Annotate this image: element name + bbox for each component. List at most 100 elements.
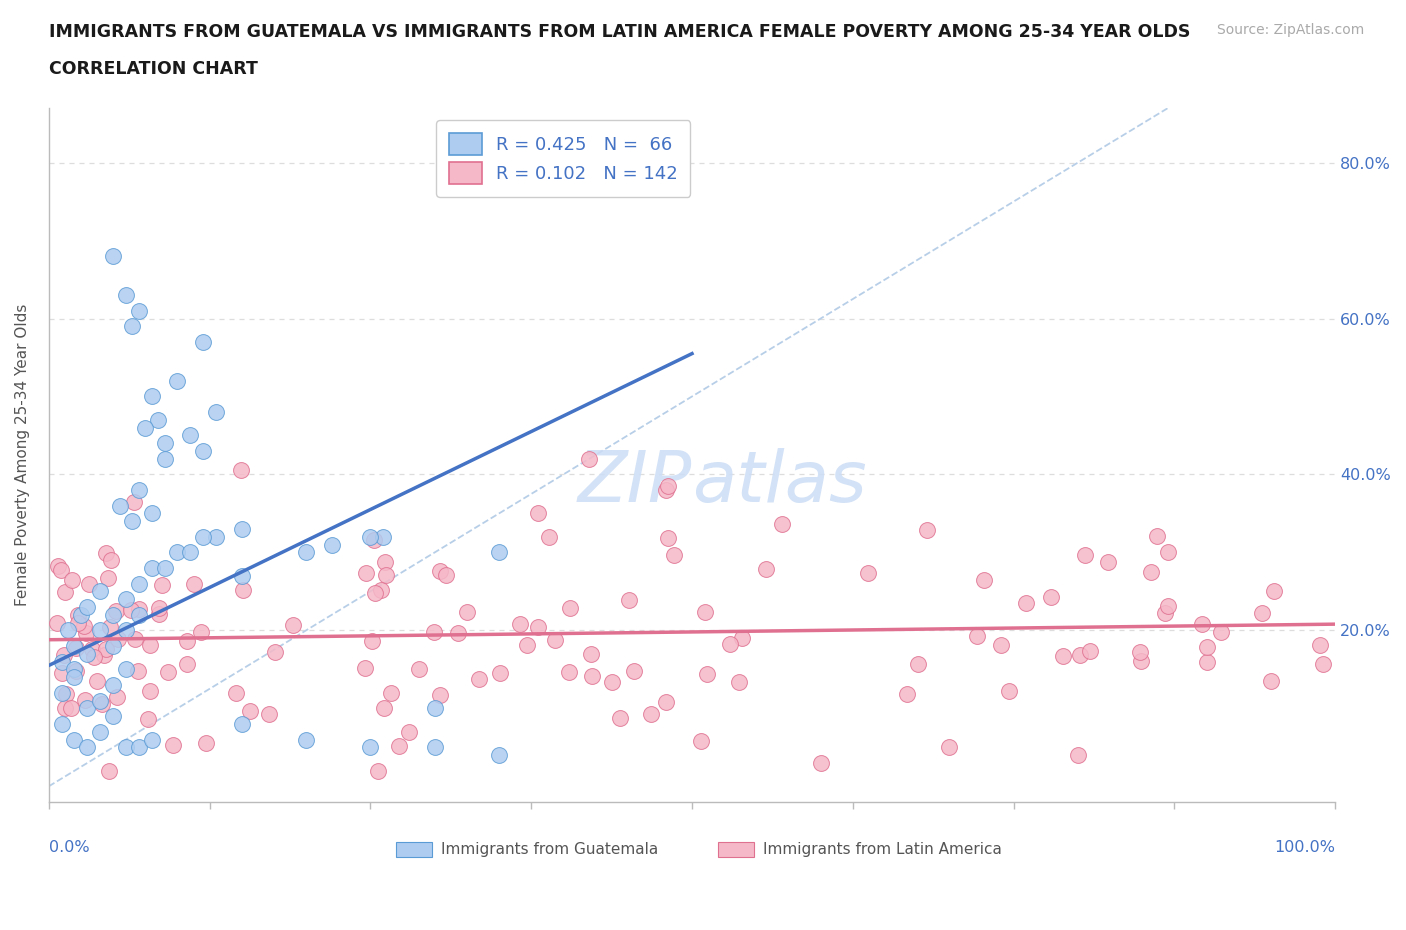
- Point: [128, 577, 150, 591]
- Text: Immigrants from Latin America: Immigrants from Latin America: [763, 842, 1001, 857]
- Point: [134, 420, 156, 435]
- Point: [1015, 595, 1038, 610]
- Point: [55, 687, 77, 702]
- Point: [689, 734, 711, 749]
- Text: 100.0%: 100.0%: [1274, 840, 1336, 855]
- Point: [1312, 657, 1334, 671]
- Point: [447, 626, 470, 641]
- Point: [101, 678, 124, 693]
- Point: [121, 513, 143, 528]
- Point: [93, 647, 115, 662]
- Point: [100, 552, 122, 567]
- Point: [128, 303, 150, 318]
- Text: IMMIGRANTS FROM GUATEMALA VS IMMIGRANTS FROM LATIN AMERICA FEMALE POVERTY AMONG : IMMIGRANTS FROM GUATEMALA VS IMMIGRANTS …: [49, 23, 1191, 41]
- Text: ZIP: ZIP: [578, 448, 692, 517]
- Point: [107, 631, 129, 646]
- Point: [156, 664, 179, 679]
- Point: [1146, 529, 1168, 544]
- Text: CORRELATION CHART: CORRELATION CHART: [49, 60, 259, 78]
- Point: [856, 566, 879, 581]
- Point: [153, 451, 176, 466]
- Point: [83, 649, 105, 664]
- Point: [434, 567, 457, 582]
- Point: [166, 545, 188, 560]
- Point: [429, 564, 451, 578]
- Point: [966, 628, 988, 643]
- Point: [489, 666, 512, 681]
- Point: [429, 688, 451, 703]
- Point: [264, 644, 287, 659]
- Legend: R = 0.425   N =  66, R = 0.102   N = 142: R = 0.425 N = 66, R = 0.102 N = 142: [436, 121, 690, 197]
- Point: [295, 732, 318, 747]
- Point: [51, 716, 73, 731]
- Point: [124, 631, 146, 646]
- Point: [176, 633, 198, 648]
- Point: [527, 619, 550, 634]
- Point: [370, 582, 392, 597]
- Point: [141, 506, 163, 521]
- Point: [191, 335, 214, 350]
- Point: [1197, 654, 1219, 669]
- Point: [354, 565, 377, 580]
- Point: [105, 689, 128, 704]
- Point: [191, 529, 214, 544]
- Point: [657, 479, 679, 494]
- Point: [1073, 548, 1095, 563]
- Point: [408, 661, 430, 676]
- Point: [810, 755, 832, 770]
- Point: [731, 631, 754, 645]
- Point: [128, 602, 150, 617]
- Point: [153, 436, 176, 451]
- Point: [231, 568, 253, 583]
- Point: [695, 604, 717, 619]
- Point: [1069, 648, 1091, 663]
- Point: [121, 319, 143, 334]
- Point: [75, 626, 97, 641]
- Point: [998, 684, 1021, 698]
- Point: [423, 740, 446, 755]
- Point: [1129, 644, 1152, 659]
- Point: [51, 685, 73, 700]
- Point: [354, 660, 377, 675]
- Point: [509, 617, 531, 631]
- Point: [101, 709, 124, 724]
- Point: [423, 701, 446, 716]
- Text: Immigrants from Guatemala: Immigrants from Guatemala: [441, 842, 658, 857]
- Point: [179, 545, 201, 560]
- Point: [360, 633, 382, 648]
- Point: [1209, 625, 1232, 640]
- Point: [139, 684, 162, 698]
- Point: [115, 623, 138, 638]
- Point: [120, 603, 142, 618]
- Point: [359, 740, 381, 755]
- Point: [363, 532, 385, 547]
- Point: [190, 624, 212, 639]
- Point: [907, 657, 929, 671]
- Point: [363, 585, 385, 600]
- Point: [231, 522, 253, 537]
- Point: [73, 618, 96, 633]
- Point: [89, 584, 111, 599]
- Point: [1263, 584, 1285, 599]
- Point: [232, 582, 254, 597]
- Point: [51, 665, 73, 680]
- Point: [89, 623, 111, 638]
- Point: [609, 711, 631, 725]
- Point: [138, 711, 160, 726]
- Point: [640, 707, 662, 722]
- Point: [1097, 554, 1119, 569]
- Point: [166, 374, 188, 389]
- Point: [1067, 748, 1090, 763]
- Point: [1251, 606, 1274, 621]
- Point: [664, 548, 686, 563]
- Point: [718, 637, 741, 652]
- Point: [183, 577, 205, 591]
- Point: [46, 559, 69, 574]
- Point: [1197, 640, 1219, 655]
- Point: [63, 662, 86, 677]
- Point: [98, 620, 121, 635]
- Point: [755, 562, 778, 577]
- Point: [516, 638, 538, 653]
- Point: [128, 740, 150, 755]
- Point: [578, 451, 600, 466]
